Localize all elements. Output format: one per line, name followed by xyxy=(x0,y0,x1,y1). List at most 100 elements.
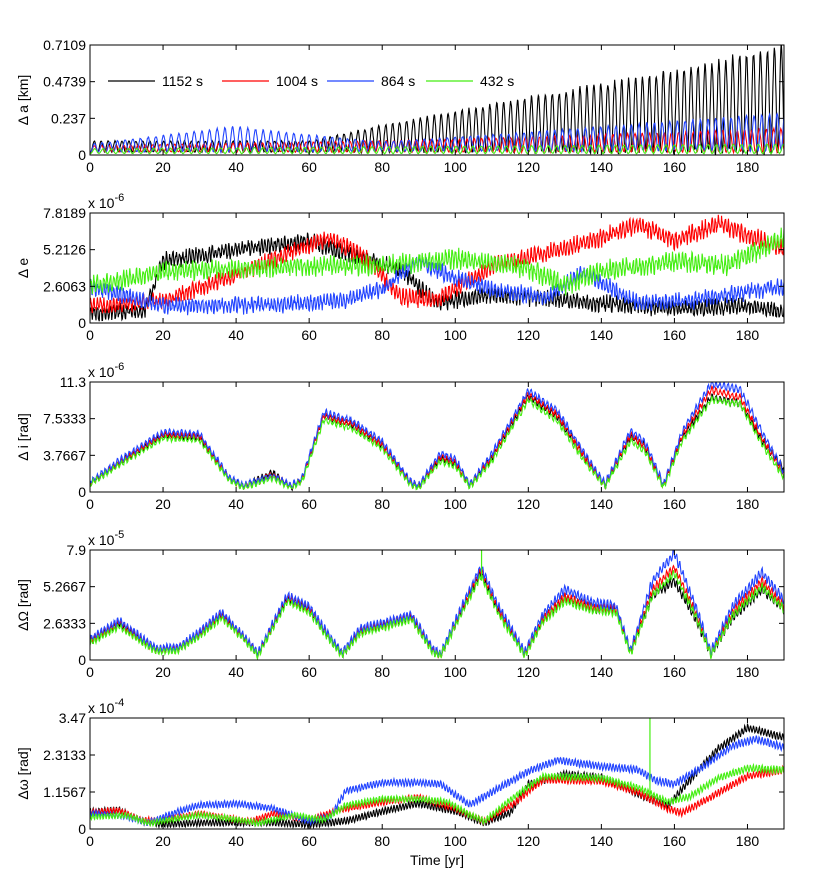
y-axis-label: Δ e xyxy=(15,258,31,278)
y-tick-label: 7.5333 xyxy=(43,411,86,427)
x-tick-label: 0 xyxy=(86,664,94,680)
y-tick-label: 2.3133 xyxy=(43,747,86,763)
x-tick-label: 180 xyxy=(736,833,760,849)
x-tick-label: 0 xyxy=(86,327,94,343)
x-tick-label: 140 xyxy=(590,327,614,343)
series-line-1152s xyxy=(90,722,784,829)
x-tick-label: 100 xyxy=(444,159,468,175)
y-tick-label: 2.6063 xyxy=(43,278,86,294)
series-line-432s xyxy=(90,762,784,828)
series-line-1004s xyxy=(90,214,784,314)
y-exponent-label: x 10-4 xyxy=(88,697,124,716)
x-tick-label: 80 xyxy=(374,833,390,849)
y-tick-label: 0 xyxy=(78,147,86,163)
x-tick-label: 20 xyxy=(155,833,171,849)
x-tick-label: 100 xyxy=(444,327,468,343)
legend-label: 864 s xyxy=(381,73,415,89)
y-tick-label: 3.47 xyxy=(59,710,86,726)
x-tick-label: 40 xyxy=(228,664,244,680)
x-tick-label: 140 xyxy=(590,159,614,175)
series-line-864s xyxy=(90,256,784,316)
legend-label: 1152 s xyxy=(162,73,203,89)
y-tick-label: 5.2667 xyxy=(43,579,86,595)
x-tick-label: 120 xyxy=(517,159,541,175)
axes-frame xyxy=(89,717,785,830)
x-tick-label: 20 xyxy=(155,327,171,343)
x-tick-label: 0 xyxy=(86,496,94,512)
series-line-432s xyxy=(90,227,784,296)
panel-delta-i: 0 20 40 60 80 100 120 140 160 180 0 3.7667 7.5333 11.… xyxy=(15,361,785,512)
y-tick-label: 0.7109 xyxy=(43,37,86,53)
x-tick-label: 60 xyxy=(301,833,317,849)
y-axis-label: ΔΩ [rad] xyxy=(15,579,31,631)
y-tick-label: 0 xyxy=(78,821,86,837)
y-tick-label: 11.3 xyxy=(60,374,86,390)
y-tick-label: 5.2126 xyxy=(43,242,86,258)
panel-delta-omega-periapsis: 0 20 40 60 80 100 120 140 160 180 0 1.1567 2.3133 3.4… xyxy=(15,697,785,849)
x-tick-label: 80 xyxy=(374,327,390,343)
x-tick-label: 160 xyxy=(663,159,687,175)
plot-area xyxy=(90,550,784,660)
legend-label: 432 s xyxy=(480,73,514,89)
y-tick-label: 2.6333 xyxy=(43,615,86,631)
series-line-432s xyxy=(90,570,784,660)
y-tick-label: 0.4739 xyxy=(43,74,86,90)
y-tick-label: 0.237 xyxy=(51,110,86,126)
y-tick-label: 0 xyxy=(78,484,86,500)
x-tick-label: 140 xyxy=(590,833,614,849)
x-tick-label: 20 xyxy=(155,159,171,175)
x-tick-label: 160 xyxy=(663,327,687,343)
series-line-432s xyxy=(90,143,784,155)
legend: 1152 s 1004 s 864 s 432 s xyxy=(108,73,514,89)
x-tick-label: 180 xyxy=(736,327,760,343)
series-line-864s xyxy=(90,382,784,489)
axes-frame xyxy=(89,381,785,493)
y-tick-label: 3.7667 xyxy=(43,447,86,463)
x-tick-label: 180 xyxy=(736,664,760,680)
x-tick-label: 60 xyxy=(301,664,317,680)
x-tick-label: 180 xyxy=(736,496,760,512)
x-tick-label: 40 xyxy=(228,327,244,343)
x-tick-label: 0 xyxy=(86,833,94,849)
x-tick-label: 80 xyxy=(374,664,390,680)
x-tick-label: 140 xyxy=(590,496,614,512)
x-tick-label: 140 xyxy=(590,664,614,680)
axes-frame xyxy=(89,44,785,156)
x-tick-label: 40 xyxy=(228,833,244,849)
x-tick-label: 120 xyxy=(517,327,541,343)
series-line-864s xyxy=(90,112,784,155)
x-tick-label: 100 xyxy=(444,664,468,680)
legend-label: 1004 s xyxy=(276,73,318,89)
x-tick-label: 120 xyxy=(517,496,541,512)
x-tick-label: 100 xyxy=(444,496,468,512)
y-tick-label: 0 xyxy=(78,652,86,668)
axes-frame xyxy=(89,212,785,324)
x-tick-label: 20 xyxy=(155,664,171,680)
panel-delta-omega-node: 0 20 40 60 80 100 120 140 160 180 0 2.6333 5.2667 7.9… xyxy=(15,529,785,680)
y-exponent-label: x 10-6 xyxy=(88,361,124,380)
x-tick-label: 60 xyxy=(301,496,317,512)
y-tick-label: 0 xyxy=(78,315,86,331)
x-tick-label: 180 xyxy=(736,159,760,175)
plot-area xyxy=(90,382,784,492)
axes-frame xyxy=(89,549,785,661)
x-tick-label: 160 xyxy=(663,664,687,680)
y-tick-label: 7.9 xyxy=(67,542,87,558)
series-line-864s xyxy=(90,735,784,827)
x-tick-label: 100 xyxy=(444,833,468,849)
x-tick-label: 60 xyxy=(301,327,317,343)
x-axis-label: Time [yr] xyxy=(410,852,464,868)
x-tick-label: 0 xyxy=(86,159,94,175)
x-tick-label: 160 xyxy=(663,496,687,512)
y-exponent-label: x 10-6 xyxy=(88,192,124,211)
x-tick-label: 40 xyxy=(228,159,244,175)
x-tick-label: 80 xyxy=(374,496,390,512)
x-tick-label: 160 xyxy=(663,833,687,849)
y-axis-label: Δω [rad] xyxy=(15,747,31,799)
y-axis-label: Δ a [km] xyxy=(15,75,31,126)
y-tick-label: 1.1567 xyxy=(43,784,86,800)
x-tick-label: 120 xyxy=(517,833,541,849)
x-tick-label: 20 xyxy=(155,496,171,512)
x-tick-label: 40 xyxy=(228,496,244,512)
x-tick-label: 120 xyxy=(517,664,541,680)
